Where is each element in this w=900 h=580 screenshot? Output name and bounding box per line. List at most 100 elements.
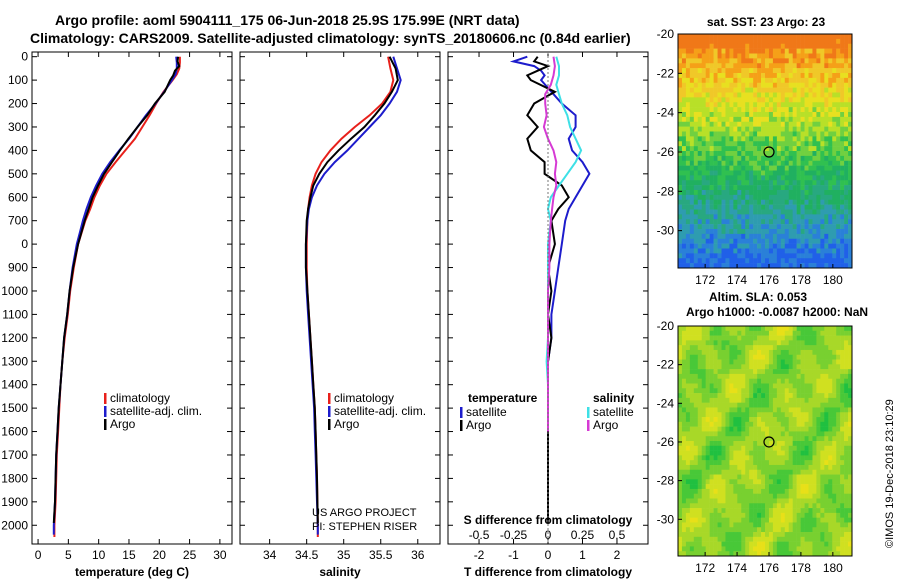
sst-map-cell: [693, 155, 699, 162]
sla-map-cell: [800, 393, 805, 399]
sst-map-cell: [757, 160, 762, 166]
sla-map-cell: [737, 488, 742, 495]
sst-map-cell: [745, 68, 750, 74]
sst-map-cell: [848, 146, 853, 152]
sst-map-cell: [701, 136, 706, 142]
sla-map-cell: [836, 388, 841, 394]
sla-map-cell: [844, 397, 849, 403]
sst-map-cell: [765, 38, 770, 45]
sst-map-cell: [788, 194, 793, 201]
sla-map-cell: [725, 417, 730, 423]
sla-map-cell: [788, 330, 793, 336]
sst-map-cell: [792, 253, 797, 259]
sla-map-cell: [844, 340, 849, 346]
sla-map-cell: [725, 431, 730, 437]
sla-map-cell: [796, 493, 801, 499]
sla-map-cell: [772, 359, 778, 365]
sla-map-cell: [800, 445, 805, 451]
sla-map-cell: [705, 330, 710, 336]
sla-map-cell: [840, 469, 845, 475]
sla-map-cell: [717, 412, 722, 418]
sst-map-cell: [792, 58, 797, 64]
sla-map-cell: [693, 397, 699, 403]
sst-map-cell: [681, 209, 687, 215]
temperature-legend-item: satellite-adj. clim.: [110, 404, 202, 418]
sla-map-cell: [725, 522, 730, 528]
sla-map-cell: [804, 326, 809, 332]
sst-map-cell: [689, 185, 695, 191]
sla-map-cell: [709, 421, 714, 427]
sst-map-cell: [753, 136, 758, 142]
sla-map-cell: [737, 407, 742, 413]
sst-map-cell: [681, 38, 687, 45]
sla-map-cell: [788, 512, 793, 518]
sla-map-cell: [733, 474, 738, 480]
sla-map-cell: [804, 397, 809, 403]
sst-map-cell: [741, 160, 746, 166]
sla-map-cell: [844, 488, 849, 495]
sst-map-cell: [840, 141, 845, 147]
sla-map-cell: [796, 335, 801, 341]
sla-map-cell: [733, 431, 738, 437]
sst-map-cell: [693, 34, 699, 40]
sla-map-cell: [749, 536, 754, 542]
sla-map-cell: [685, 407, 691, 413]
sla-map-cell: [776, 436, 782, 442]
sst-map-cell: [737, 165, 742, 171]
sla-map-cell: [753, 488, 758, 495]
sla-map-cell: [721, 407, 726, 413]
sst-map-cell: [788, 38, 793, 45]
sla-map-cell: [808, 455, 813, 461]
sst-map-cell: [848, 229, 853, 235]
sst-map-cell: [800, 209, 805, 215]
sst-map-cell: [840, 204, 845, 210]
sst-map-cell: [697, 258, 703, 264]
sst-map-cell: [828, 102, 833, 108]
sst-map-cell: [701, 229, 706, 235]
sla-map-cell: [828, 426, 833, 432]
sla-map-cell: [765, 541, 770, 547]
sla-map-cell: [828, 493, 833, 499]
sst-map-cell: [788, 209, 793, 215]
sst-map-cell: [757, 233, 762, 240]
sla-map-cell: [725, 349, 730, 356]
sst-map-cell: [780, 233, 786, 240]
sla-map-cell: [681, 354, 687, 360]
sla-map-cell: [745, 479, 750, 485]
sst-map-cell: [788, 238, 793, 244]
sst-map-cell: [725, 43, 730, 49]
sla-map-cell: [745, 536, 750, 542]
sla-map-cell: [737, 450, 742, 456]
sst-map-cell: [788, 43, 793, 49]
sst-map-cell: [824, 141, 829, 147]
sla-map-cell: [836, 393, 841, 399]
difference-xtick-label: -2: [474, 548, 485, 562]
sst-map-cell: [681, 53, 687, 59]
sla-map-cell: [836, 512, 841, 518]
sla-map-cell: [685, 349, 691, 356]
sla-map-cell: [816, 450, 821, 456]
sst-map-cell: [709, 92, 714, 98]
sla-map-cell: [757, 445, 762, 451]
sla-map-cell: [697, 436, 703, 442]
sst-map-cell: [741, 82, 746, 88]
sla-map-cell: [820, 421, 825, 427]
sst-map-cell: [721, 151, 726, 157]
sla-map-cell: [741, 508, 746, 514]
sst-map-cell: [737, 170, 742, 176]
sla-map-cell: [836, 522, 841, 528]
sst-map-cell: [820, 38, 825, 45]
sst-map-cell: [804, 185, 809, 191]
sst-map-cell: [749, 63, 754, 69]
sst-map-cell: [737, 199, 742, 205]
sla-map-cell: [725, 330, 730, 336]
sst-map-cell: [709, 219, 714, 225]
sst-map-cell: [709, 238, 714, 244]
sla-map-cell: [693, 474, 699, 480]
sst-map-cell: [780, 141, 786, 147]
sst-map-cell: [681, 219, 687, 225]
sst-map-cell: [678, 82, 683, 88]
sst-map-cell: [737, 38, 742, 45]
sla-map-cell: [808, 349, 813, 356]
sla-map-cell: [749, 441, 754, 447]
